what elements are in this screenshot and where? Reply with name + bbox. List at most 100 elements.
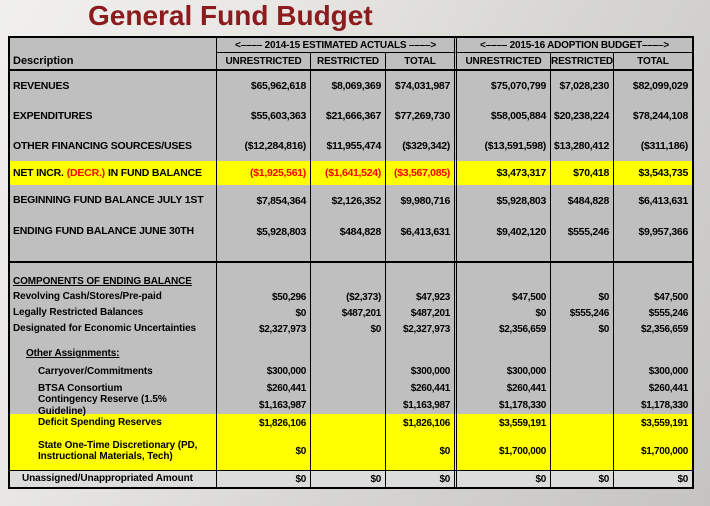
- col-header-restricted-1415: RESTRICTED: [310, 53, 385, 69]
- value-cell: $487,201: [385, 305, 454, 321]
- value-cell: $65,962,618: [216, 71, 310, 101]
- value-cell: $0: [310, 471, 385, 487]
- summary-section: REVENUES $65,962,618 $8,069,369 $74,031,…: [10, 71, 692, 261]
- row-label: NET INCR. (DECR.) IN FUND BALANCE: [10, 161, 216, 185]
- value-cell: $77,269,730: [385, 101, 454, 131]
- components-heading-row: COMPONENTS OF ENDING BALANCE: [10, 263, 692, 289]
- revolving-row: Revolving Cash/Stores/Pre-paid $50,296 (…: [10, 289, 692, 305]
- value-cell: $555,246: [550, 216, 613, 247]
- page-title: General Fund Budget: [88, 0, 373, 31]
- value-cell: ($1,641,524): [310, 161, 385, 185]
- spacer-cell: [310, 263, 385, 289]
- btsa-row: BTSA Consortium $260,441 $260,441 $260,4…: [10, 380, 692, 397]
- col-header-total-1415: TOTAL: [385, 53, 454, 69]
- value-cell: ($12,284,816): [216, 131, 310, 161]
- value-cell: $3,543,735: [613, 161, 692, 185]
- description-column-header: Description: [13, 55, 74, 67]
- value-cell: $0: [454, 471, 550, 487]
- value-cell: $300,000: [385, 363, 454, 380]
- value-cell: [550, 380, 613, 397]
- value-cell: $484,828: [550, 185, 613, 216]
- year-columns-header: <–––– 2014-15 ESTIMATED ACTUALS ––––> <–…: [216, 38, 692, 69]
- value-cell: [550, 414, 613, 432]
- value-cell: $75,070,799: [454, 71, 550, 101]
- value-cell: $9,957,366: [613, 216, 692, 247]
- spacer-cell: [385, 345, 454, 363]
- value-cell: $0: [216, 471, 310, 487]
- spacer-cell: [216, 247, 310, 261]
- other-financing-row: OTHER FINANCING SOURCES/USES ($12,284,81…: [10, 131, 692, 161]
- other-assignments-heading: Other Assignments:: [26, 348, 120, 360]
- net-change-row: NET INCR. (DECR.) IN FUND BALANCE ($1,92…: [10, 161, 692, 185]
- value-cell: $6,413,631: [613, 185, 692, 216]
- spacer-cell: [550, 263, 613, 289]
- value-cell: $3,473,317: [454, 161, 550, 185]
- row-label: EXPENDITURES: [13, 109, 93, 122]
- value-cell: $300,000: [613, 363, 692, 380]
- value-cell: $78,244,108: [613, 101, 692, 131]
- row-label: REVENUES: [13, 79, 70, 92]
- value-cell: $11,955,474: [310, 131, 385, 161]
- row-label: Legally Restricted Balances: [13, 307, 144, 319]
- spacer-row: [10, 247, 692, 261]
- value-cell: $8,069,369: [310, 71, 385, 101]
- col-header-total-1516: TOTAL: [613, 53, 692, 69]
- value-cell: $0: [550, 321, 613, 337]
- value-cell: $300,000: [216, 363, 310, 380]
- value-cell: $58,005,884: [454, 101, 550, 131]
- spacer-cell: [454, 263, 550, 289]
- value-cell: $0: [385, 471, 454, 487]
- spacer-cell: [10, 337, 216, 345]
- components-heading: COMPONENTS OF ENDING BALANCE: [13, 275, 192, 287]
- value-cell: [310, 414, 385, 432]
- spacer-cell: [613, 263, 692, 289]
- spacer-cell: [216, 263, 310, 289]
- group-header-2014-15: <–––– 2014-15 ESTIMATED ACTUALS ––––>: [216, 38, 454, 53]
- value-cell: $2,356,659: [454, 321, 550, 337]
- value-cell: $2,356,659: [613, 321, 692, 337]
- value-cell: $7,028,230: [550, 71, 613, 101]
- value-cell: $55,603,363: [216, 101, 310, 131]
- value-cell: [310, 380, 385, 397]
- ending-balance-row: ENDING FUND BALANCE JUNE 30TH $5,928,803…: [10, 216, 692, 247]
- value-cell: $1,178,330: [454, 397, 550, 414]
- group-header-row: <–––– 2014-15 ESTIMATED ACTUALS ––––> <–…: [216, 38, 692, 53]
- table-header: Description <–––– 2014-15 ESTIMATED ACTU…: [10, 38, 692, 71]
- value-cell: $70,418: [550, 161, 613, 185]
- value-cell: $0: [216, 432, 310, 470]
- value-cell: $1,163,987: [216, 397, 310, 414]
- row-label: Contingency Reserve (1.5% Guideline): [38, 394, 167, 417]
- value-cell: $47,923: [385, 289, 454, 305]
- value-cell: $555,246: [550, 305, 613, 321]
- value-cell: ($311,186): [613, 131, 692, 161]
- spacer-cell: [216, 345, 310, 363]
- col-header-restricted-1516: RESTRICTED: [550, 53, 613, 69]
- value-cell: $1,826,106: [216, 414, 310, 432]
- col-header-unrestricted-1415: UNRESTRICTED: [216, 53, 310, 69]
- value-cell: $0: [550, 471, 613, 487]
- revenues-row: REVENUES $65,962,618 $8,069,369 $74,031,…: [10, 71, 692, 101]
- value-cell: $47,500: [613, 289, 692, 305]
- value-cell: $9,402,120: [454, 216, 550, 247]
- value-cell: $0: [550, 289, 613, 305]
- deficit-reserves-row: Deficit Spending Reserves $1,826,106 $1,…: [10, 414, 692, 432]
- value-cell: ($13,591,598): [454, 131, 550, 161]
- value-cell: $1,178,330: [613, 397, 692, 414]
- spacer-cell: [385, 263, 454, 289]
- row-label: OTHER FINANCING SOURCES/USES: [13, 139, 192, 152]
- spacer-cell: [385, 247, 454, 261]
- value-cell: [310, 363, 385, 380]
- value-cell: $82,099,029: [613, 71, 692, 101]
- column-header-row: UNRESTRICTED RESTRICTED TOTAL UNRESTRICT…: [216, 53, 692, 69]
- value-cell: $260,441: [385, 380, 454, 397]
- value-cell: $7,854,364: [216, 185, 310, 216]
- value-cell: $2,327,973: [216, 321, 310, 337]
- value-cell: $484,828: [310, 216, 385, 247]
- value-cell: $1,163,987: [385, 397, 454, 414]
- row-label: BTSA Consortium: [38, 382, 123, 394]
- contingency-row: Contingency Reserve (1.5% Guideline) $1,…: [10, 394, 692, 417]
- value-cell: $0: [310, 321, 385, 337]
- value-cell: $1,700,000: [613, 432, 692, 470]
- spacer-cell: [454, 345, 550, 363]
- spacer-cell: [613, 247, 692, 261]
